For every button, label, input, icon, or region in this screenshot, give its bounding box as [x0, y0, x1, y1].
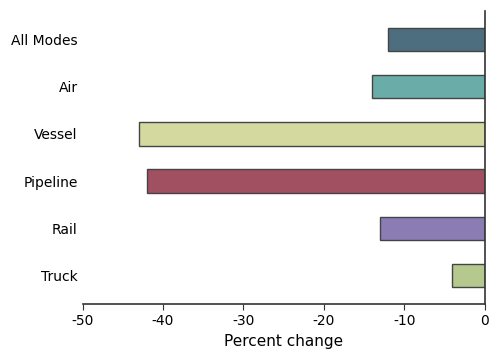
X-axis label: Percent change: Percent change — [224, 334, 343, 349]
Bar — [147, 169, 484, 193]
Bar — [372, 75, 484, 99]
Bar — [452, 264, 484, 287]
Bar — [139, 122, 484, 146]
Bar — [380, 217, 484, 240]
Bar — [388, 28, 484, 51]
